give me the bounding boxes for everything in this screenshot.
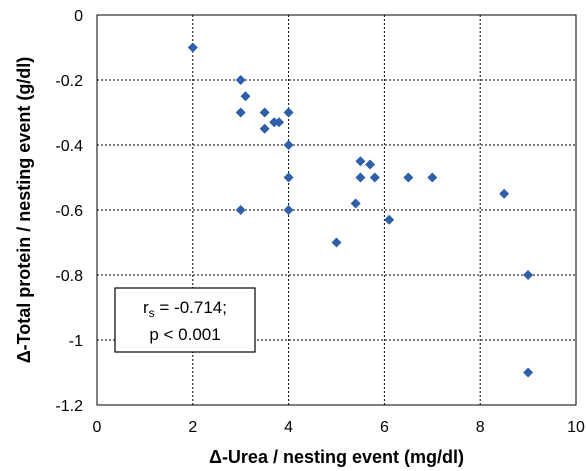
data-point <box>259 107 270 118</box>
data-point <box>283 205 294 215</box>
annotation-rs: rs = -0.714; <box>143 298 227 320</box>
y-tick-label: -1 <box>69 333 83 350</box>
y-axis-label: Δ-Total protein / nesting event (g/dl) <box>14 57 34 364</box>
annotation-r: r <box>143 298 149 317</box>
data-point <box>355 156 366 167</box>
x-tick-labels: 0 2 4 6 8 10 <box>93 419 585 436</box>
data-point <box>259 123 270 134</box>
x-axis-label: Δ-Urea / nesting event (mg/dl) <box>209 447 464 467</box>
x-tick-label: 0 <box>93 419 102 436</box>
data-point <box>427 172 438 183</box>
y-tick-label: -0.6 <box>55 203 83 220</box>
data-point <box>499 188 510 199</box>
x-tick-label: 4 <box>284 419 293 436</box>
plot-frame <box>96 14 577 406</box>
annotation-box <box>114 287 256 353</box>
x-tick-label: 10 <box>567 419 585 436</box>
x-tick-label: 2 <box>188 419 197 436</box>
y-tick-label: -1.2 <box>55 398 83 415</box>
y-tick-label: -0.8 <box>55 268 83 285</box>
data-point <box>350 198 361 209</box>
y-tick-label: -0.4 <box>55 138 83 155</box>
data-point <box>369 172 380 183</box>
annotation-subscript-s: s <box>149 306 155 320</box>
annotation-rs-value: = -0.714; <box>155 298 227 317</box>
y-tick-label: 0 <box>74 8 83 25</box>
y-tick-labels: 0 -0.2 -0.4 -0.6 -0.8 -1 -1.2 <box>55 8 83 415</box>
data-point <box>283 172 294 183</box>
x-tick-label: 6 <box>380 419 389 436</box>
data-point <box>274 117 285 128</box>
data-point <box>235 205 246 215</box>
data-points <box>187 42 534 378</box>
data-point <box>403 172 414 183</box>
annotation-p-value: p < 0.001 <box>149 325 220 344</box>
data-point <box>331 237 342 248</box>
data-point <box>235 107 246 118</box>
y-tick-label: -0.2 <box>55 73 83 90</box>
data-point <box>365 159 376 170</box>
data-point <box>187 42 198 53</box>
x-tick-label: 8 <box>476 419 485 436</box>
data-point <box>283 140 294 150</box>
data-point <box>523 367 534 378</box>
data-point <box>240 91 251 102</box>
data-point <box>235 75 246 85</box>
data-point <box>523 270 534 280</box>
correlation-annotation: rs = -0.714; p < 0.001 <box>114 287 256 353</box>
data-point <box>384 214 395 225</box>
data-point <box>355 172 366 183</box>
data-point <box>283 107 294 118</box>
